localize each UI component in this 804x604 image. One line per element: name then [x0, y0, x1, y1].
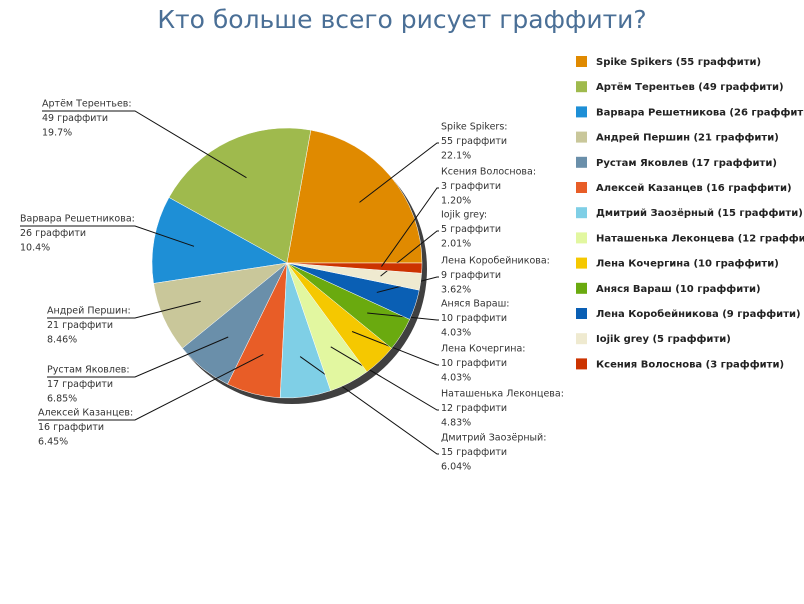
leader-line — [299, 356, 439, 455]
slice-label-name: Дмитрий Заозёрный: — [441, 433, 546, 444]
legend-label: Рустам Яковлев (17 граффити) — [596, 157, 777, 169]
legend-label: Андрей Першин (21 граффити) — [596, 132, 779, 144]
leader-line — [42, 110, 247, 179]
slice-label-name: Лена Коробейникова: — [441, 256, 550, 267]
chart-title: Кто больше всего рисует граффити? — [157, 5, 646, 34]
legend-label: Лена Коробейникова (9 граффити) — [596, 308, 801, 320]
legend-swatch — [576, 56, 587, 67]
slice-label-value: 5 граффити — [441, 224, 501, 235]
slice-label-percent: 3.62% — [441, 285, 471, 296]
legend-label: Ксения Волоснова (3 граффити) — [596, 358, 784, 370]
slice-label-percent: 4.03% — [441, 328, 471, 339]
slice-label-percent: 1.20% — [441, 196, 471, 207]
legend-swatch — [576, 81, 587, 93]
pie-slice — [168, 127, 312, 264]
legend-swatch — [576, 257, 587, 269]
legend-label: Лена Кочергина (10 граффити) — [596, 258, 779, 270]
legend-swatch — [576, 106, 587, 118]
slice-label-value: 10 граффити — [441, 358, 507, 369]
legend-label: Дмитрий Заозёрный (15 граффити) — [596, 207, 803, 219]
leader-line — [376, 276, 439, 293]
slice-label-percent: 8.46% — [47, 335, 77, 346]
legend-label: Варвара Решетникова (26 граффити) — [596, 106, 804, 118]
legend-label: Spike Spikers (55 граффити) — [596, 56, 761, 68]
slice-label-percent: 6.04% — [441, 462, 471, 473]
legend-swatch — [576, 207, 587, 219]
slice-label-percent: 19.7% — [42, 128, 72, 139]
leader-line — [47, 300, 201, 319]
slice-label-value: 49 граффити — [42, 113, 108, 124]
slice-label-value: 12 граффити — [441, 403, 507, 414]
slice-label-percent: 22.1% — [441, 151, 471, 162]
slice-label-value: 26 граффити — [20, 228, 86, 239]
leader-line — [38, 354, 264, 421]
leader-line — [351, 331, 439, 366]
slice-label-name: Spike Spikers: — [441, 122, 508, 133]
legend-swatch — [576, 131, 587, 143]
legend-swatch — [576, 333, 587, 345]
slice-label-value: 3 граффити — [441, 181, 501, 192]
leader-line — [20, 225, 195, 247]
legend-swatch — [576, 156, 587, 168]
legend-swatch — [576, 308, 587, 319]
leader-line — [47, 336, 229, 378]
legend-label: Артём Терентьев (49 граффити) — [596, 81, 784, 93]
slice-label-value: 55 граффити — [441, 136, 507, 147]
slice-label-value: 15 граффити — [441, 447, 507, 458]
legend-label: Аняся Вараш (10 граффити) — [596, 283, 761, 295]
slice-label-name: Рустам Яковлев: — [47, 365, 130, 376]
slice-label-percent: 6.85% — [47, 394, 77, 405]
slice-label-percent: 4.83% — [441, 418, 471, 429]
leader-line — [380, 230, 439, 277]
legend-label: Алексей Казанцев (16 граффити) — [596, 182, 792, 194]
slice-label-value: 21 граффити — [47, 320, 113, 331]
slice-label-name: Андрей Першин: — [47, 306, 131, 317]
slice-label-name: Ксения Волоснова: — [441, 167, 536, 178]
slice-label-percent: 6.45% — [38, 437, 68, 448]
legend-label: Наташенька Леконцева (12 граффити) — [596, 232, 804, 244]
slice-label-value: 10 граффити — [441, 313, 507, 324]
leader-line — [381, 187, 439, 267]
legend-swatch — [576, 282, 587, 294]
slice-label-value: 16 граффити — [38, 422, 104, 433]
pie-slice — [286, 262, 423, 274]
legend-swatch — [576, 232, 587, 244]
slice-label-name: Алексей Казанцев: — [38, 408, 133, 419]
legend-swatch — [576, 358, 587, 370]
slice-label-percent: 4.03% — [441, 373, 471, 384]
slice-label-percent: 10.4% — [20, 243, 50, 254]
slice-label-name: Лена Кочергина: — [441, 344, 525, 355]
legend-swatch — [576, 182, 587, 193]
slice-label-value: 17 граффити — [47, 379, 113, 390]
slice-label-name: Артём Терентьев: — [42, 99, 132, 110]
slice-label-name: Наташенька Леконцева: — [441, 389, 564, 400]
slice-label-percent: 2.01% — [441, 239, 471, 250]
slice-label-name: Варвара Решетникова: — [20, 214, 135, 225]
pie-slice — [151, 197, 288, 284]
slice-label-value: 9 граффити — [441, 270, 501, 281]
slice-label-name: Аняся Вараш: — [441, 299, 509, 310]
leader-line — [359, 142, 439, 203]
legend-label: Iojik grey (5 граффити) — [596, 333, 731, 345]
leader-line — [367, 312, 439, 321]
slice-label-name: Iojik grey: — [441, 210, 487, 221]
